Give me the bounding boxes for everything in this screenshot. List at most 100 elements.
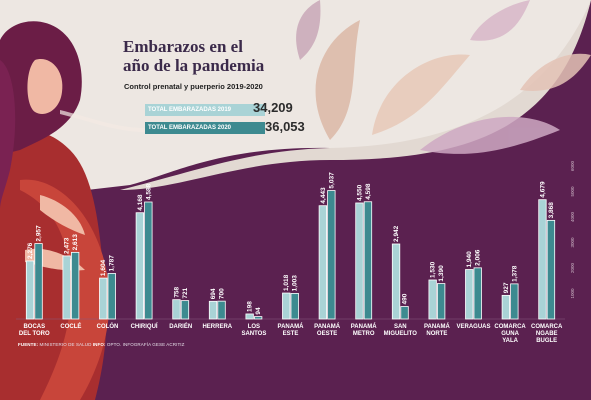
- category-label: HERRERA: [202, 324, 232, 330]
- bar-2020: [436, 283, 446, 320]
- paper-background: [0, 0, 591, 200]
- page-title: Embarazos en el año de la pandemia: [123, 37, 293, 75]
- bar-2020: [107, 273, 116, 320]
- category-label: COLÓN: [97, 322, 119, 330]
- category-label: COMARCA: [531, 324, 563, 330]
- bar-2019: [391, 243, 401, 320]
- data-label-2020: 5,037: [328, 172, 335, 189]
- category-label: MIGUELITO: [384, 331, 418, 337]
- pregnant-woman-illustration: [0, 21, 110, 400]
- title-line-1: Embarazos en el: [123, 37, 243, 56]
- bar-2020: [290, 293, 299, 320]
- data-label-2019: 4,168: [137, 194, 144, 211]
- category-label: LOS: [248, 324, 260, 330]
- data-label-2019: 694: [210, 288, 217, 299]
- y-tick-label: 1000: [570, 288, 575, 299]
- bar-2020: [363, 201, 373, 320]
- info-text: OPTO. INFOGRAFÍA GESE ACRITIZ: [105, 342, 185, 347]
- source-label: FUENTE:: [18, 342, 39, 347]
- category-label: PANAMÁ: [278, 323, 305, 330]
- category-label: METRO: [353, 331, 375, 337]
- data-label-2020: 1,390: [438, 265, 445, 282]
- category-label: PANAMÁ: [314, 323, 341, 330]
- data-label-2020: 1,787: [109, 255, 116, 272]
- bar-2019: [355, 202, 364, 320]
- bar-2019: [282, 292, 291, 320]
- data-label-2019: 1,604: [100, 259, 107, 276]
- legend-2019-label: TOTAL EMBARAZADAS 2019: [148, 107, 232, 113]
- data-label-2019: 1,940: [466, 251, 473, 268]
- bar-2019: [465, 269, 474, 320]
- category-label: SANTOS: [241, 331, 266, 337]
- bar-2020: [144, 201, 153, 320]
- data-label-2019: 927: [503, 282, 510, 293]
- category-label: BOCAS: [23, 324, 45, 330]
- bar-2019: [245, 313, 254, 320]
- data-label-2019: 4,443: [320, 187, 327, 204]
- paper-wave-edge: [120, 0, 591, 190]
- data-label-2020: 700: [219, 288, 226, 299]
- bar-2019: [318, 205, 328, 320]
- category-label: GUNA: [501, 331, 519, 337]
- category-label: VERAGUAS: [456, 324, 490, 330]
- bar-2020: [546, 219, 556, 320]
- subtitle: Control prenatal y puerperio 2019-2020: [124, 82, 263, 91]
- data-label-2019: 1,018: [283, 274, 290, 291]
- y-tick-label: 6000: [570, 160, 575, 171]
- category-label: NORTE: [426, 331, 447, 337]
- bar-chart: 1000200030004000500060002,2762,957BOCASD…: [16, 160, 575, 344]
- data-label-2020: 3,868: [548, 202, 555, 219]
- y-tick-label: 4000: [570, 211, 575, 222]
- data-label-2020: 2,957: [36, 225, 43, 242]
- data-label-2019: 2,276: [27, 242, 34, 259]
- category-label: BUGLE: [536, 338, 557, 344]
- category-label: ESTE: [283, 331, 299, 337]
- data-label-2020: 94: [255, 307, 262, 315]
- bar-2019: [501, 294, 511, 320]
- bar-2020: [473, 267, 482, 320]
- bar-2020: [510, 283, 519, 320]
- category-label: PANAMÁ: [424, 323, 451, 330]
- bar-2020: [217, 300, 226, 320]
- category-label: SAN: [394, 324, 407, 330]
- data-label-2020: 490: [402, 293, 409, 304]
- data-label-2019: 2,942: [393, 225, 400, 242]
- info-label: INFO:: [92, 342, 106, 347]
- data-label-2019: 758: [173, 286, 180, 297]
- legend-2020-value: 36,053: [265, 119, 305, 134]
- y-tick-label: 2000: [570, 262, 575, 273]
- data-label-2020: 2,006: [475, 249, 482, 266]
- bar-2019: [208, 300, 218, 320]
- category-label: PANAMÁ: [351, 323, 378, 330]
- title-line-2: año de la pandemia: [123, 56, 265, 75]
- leaf-decoration-icon: [296, 0, 591, 154]
- category-label: DEL TORO: [19, 331, 50, 337]
- data-label-2019: 4,550: [356, 184, 363, 201]
- category-label: NGABE: [536, 331, 558, 337]
- data-label-2020: 1,003: [292, 275, 299, 292]
- data-label-2019: 4,679: [539, 181, 546, 198]
- bar-2020: [400, 306, 409, 320]
- legend-2020-bar: TOTAL EMBARAZADAS 2020: [145, 122, 265, 134]
- data-label-2019: 1,530: [430, 261, 437, 278]
- category-label: DARIÉN: [169, 322, 192, 330]
- data-label-2020: 4,588: [145, 183, 152, 200]
- y-tick-label: 3000: [570, 237, 575, 248]
- data-label-2019: 2,473: [64, 237, 71, 254]
- category-label: CHIRIQUÍ: [131, 322, 158, 330]
- data-label-2020: 721: [182, 287, 189, 298]
- bar-2019: [538, 199, 547, 320]
- bar-2019: [62, 255, 71, 320]
- category-label: COCLÉ: [60, 322, 81, 330]
- bar-2019: [25, 260, 35, 320]
- legend-2019-value: 34,209: [253, 100, 293, 115]
- bar-2020: [71, 251, 80, 320]
- bar-2019: [135, 212, 145, 320]
- data-label-2020: 1,378: [511, 265, 518, 282]
- bar-2020: [34, 243, 43, 320]
- source-text: MINISTERIO DE SALUD: [38, 342, 93, 347]
- category-label: COMARCA: [494, 324, 526, 330]
- data-label-2020: 2,613: [72, 234, 79, 251]
- data-label-2020: 4,598: [365, 183, 372, 200]
